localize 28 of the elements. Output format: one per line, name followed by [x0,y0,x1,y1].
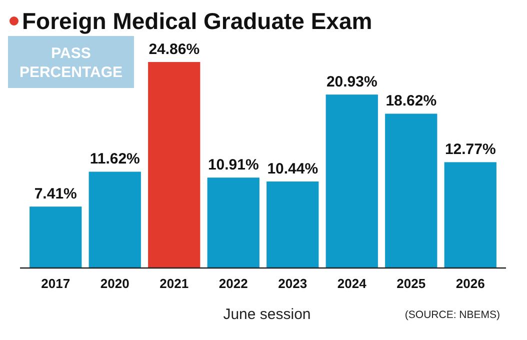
bar [385,114,438,268]
data-label: 12.77% [444,141,496,158]
x-tick-label: 2020 [100,276,130,291]
bar [444,162,496,268]
bar [207,178,260,268]
x-tick-label: 2022 [218,276,248,291]
bar [148,62,200,268]
chart-title: Foreign Medical Graduate Exam [22,8,372,34]
annotation: PASS PERCENTAGE [19,45,123,81]
text: (SOURCE: NBEMS) [404,309,500,321]
data-label: 20.93% [326,74,378,91]
bar [266,181,319,268]
data-label: 18.62% [386,92,437,110]
data-label: 7.41% [34,186,77,203]
data-label: 10.44% [267,160,318,178]
x-tick-label: 2025 [396,276,426,291]
bar [30,206,82,268]
x-tick-label: 2023 [278,276,308,291]
data-label: 10.91% [208,156,259,174]
x-tick-label: 2017 [41,276,70,291]
bar [88,172,141,268]
x-tick-label: 2026 [456,276,485,291]
bar [326,94,378,268]
x-tick-label: 2024 [337,276,368,291]
x-tick-label: 2021 [160,276,189,291]
x-axis-title: June session [223,306,311,323]
data-label: 24.86% [148,41,200,58]
data-label: 11.62% [90,150,140,168]
